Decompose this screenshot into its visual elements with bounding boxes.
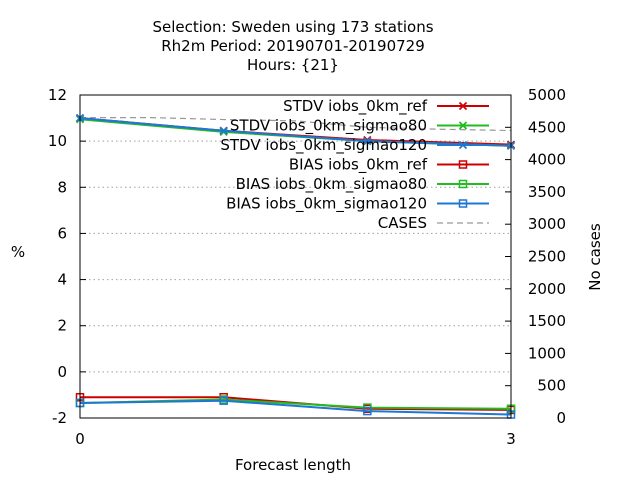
y-tick-label: 10	[48, 132, 67, 150]
legend-label: CASES	[378, 214, 427, 232]
y-tick-label: 0	[57, 363, 67, 381]
legend-entry: STDV iobs_0km_sigmao80	[230, 117, 489, 136]
legend-entry: STDV iobs_0km_ref	[283, 97, 489, 116]
legend-label: STDV iobs_0km_sigmao120	[220, 136, 427, 155]
chart-title-line: Rh2m Period: 20190701-20190729	[161, 37, 425, 55]
y2-tick-label: 1000	[528, 344, 566, 362]
y2-axis-label: No cases	[586, 223, 604, 291]
x-tick-label: 0	[75, 430, 85, 448]
y-tick-label: 4	[57, 271, 67, 289]
chart-title: Selection: Sweden using 173 stationsRh2m…	[152, 18, 433, 74]
legend-label: STDV iobs_0km_ref	[283, 97, 428, 116]
legend-marker	[458, 179, 468, 189]
y2-tick-label: 0	[556, 409, 566, 427]
legend-marker	[458, 121, 468, 130]
y-tick-label: 6	[57, 224, 67, 242]
y-tick-label: 2	[57, 317, 67, 335]
legend-marker	[458, 101, 468, 111]
legend-entry: STDV iobs_0km_sigmao120	[220, 136, 489, 155]
data-point	[363, 137, 372, 146]
y-tick-label: 12	[48, 86, 67, 104]
legend-label: BIAS iobs_0km_sigmao120	[226, 195, 427, 214]
chart-title-line: Selection: Sweden using 173 stations	[152, 18, 433, 36]
marker-stroke	[363, 137, 372, 146]
legend-entry: CASES	[378, 214, 489, 232]
y2-tick-label: 2500	[528, 248, 566, 266]
legend-entry: BIAS iobs_0km_sigmao120	[226, 195, 489, 214]
y2-tick-label: 4000	[528, 151, 566, 169]
x-tick-label: 3	[506, 430, 516, 448]
y-tick-label: 8	[57, 178, 67, 196]
legend-marker	[458, 160, 468, 169]
y2-tick-label: 3000	[528, 215, 566, 233]
legend-label: STDV iobs_0km_sigmao80	[230, 117, 427, 136]
y-tick-label: -2	[52, 409, 67, 427]
marker-stroke	[458, 140, 468, 150]
legend-marker	[458, 140, 468, 150]
series-6	[80, 117, 512, 132]
y2-axis: 0 500 1000 1500 2000 2500 3000 3500 4000 4500 5000	[505, 86, 566, 427]
legend-label: BIAS iobs_0km_sigmao80	[236, 175, 427, 194]
legend-label: BIAS iobs_0km_ref	[289, 156, 428, 175]
y2-tick-label: 5000	[528, 86, 566, 104]
legend-entry: BIAS iobs_0km_ref	[289, 156, 489, 175]
y2-tick-label: 2000	[528, 280, 566, 298]
x-axis-label: Forecast length	[235, 456, 351, 474]
legend-marker	[458, 199, 468, 208]
series-line	[79, 399, 512, 416]
series-line	[79, 398, 512, 410]
y2-tick-label: 500	[537, 377, 566, 395]
series-line	[79, 117, 512, 147]
data-point	[219, 396, 228, 405]
data-point	[219, 126, 228, 135]
y2-tick-label: 1500	[528, 312, 566, 330]
marker-stroke	[458, 121, 468, 130]
y2-tick-label: 3500	[528, 183, 566, 201]
y2-tick-label: 4500	[528, 118, 566, 136]
marker-stroke	[458, 101, 468, 111]
chart-title-line: Hours: {21}	[247, 56, 339, 74]
series-line	[80, 117, 512, 132]
marker-stroke	[219, 126, 228, 135]
legend-entry: BIAS iobs_0km_sigmao80	[236, 175, 489, 194]
y-axis-label: %	[11, 243, 25, 261]
data-point	[363, 406, 372, 416]
y-axis: -2 0 2 4 6 8 10 12	[48, 86, 86, 427]
